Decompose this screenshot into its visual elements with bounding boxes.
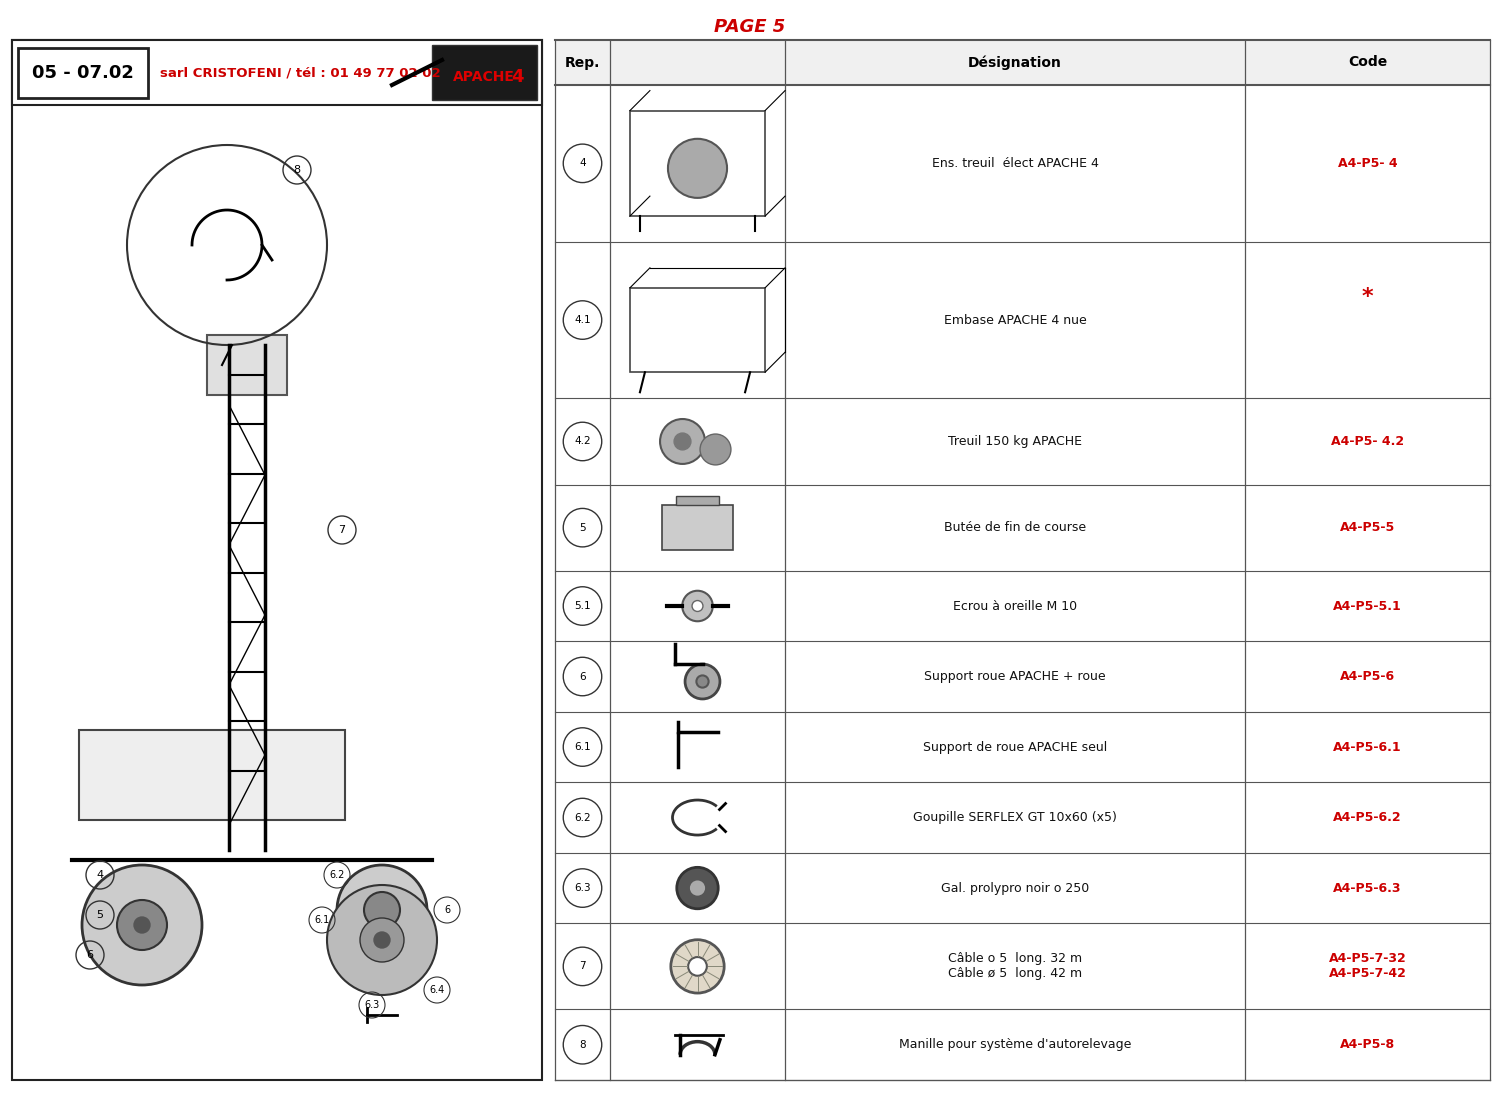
Circle shape [676,867,718,909]
Text: A4-P5-5.1: A4-P5-5.1 [1334,600,1402,613]
Text: sarl CRISTOFENI / tél : 01 49 77 02 02: sarl CRISTOFENI / tél : 01 49 77 02 02 [160,67,441,79]
Bar [80,730,345,820]
Text: 4: 4 [96,870,104,879]
Text: Ecrou à oreille M 10: Ecrou à oreille M 10 [952,600,1077,613]
Text: 6.3: 6.3 [574,883,591,893]
Bar [555,641,1490,712]
Bar [555,571,1490,641]
Circle shape [117,900,166,950]
Circle shape [692,601,703,612]
Bar [555,85,1490,242]
Text: 6: 6 [444,905,450,915]
Circle shape [374,932,390,948]
Circle shape [700,434,730,464]
Bar [555,399,1490,484]
Text: Embase APACHE 4 nue: Embase APACHE 4 nue [944,314,1086,326]
Text: A4-P5-5: A4-P5-5 [1340,522,1395,534]
Text: Désignation: Désignation [968,55,1062,70]
Circle shape [670,940,724,993]
Bar [18,48,148,98]
Text: Rep.: Rep. [566,56,600,69]
Text: 6: 6 [579,672,586,682]
Circle shape [82,865,203,985]
Text: Support roue APACHE + roue: Support roue APACHE + roue [924,670,1106,683]
Text: 6.4: 6.4 [429,985,444,995]
Text: Support de roue APACHE seul: Support de roue APACHE seul [922,740,1107,753]
Bar [555,1009,1490,1080]
Bar [676,495,718,505]
Circle shape [134,917,150,933]
Text: Goupille SERFLEX GT 10x60 (x5): Goupille SERFLEX GT 10x60 (x5) [914,811,1118,824]
Text: 4.1: 4.1 [574,315,591,325]
Bar [555,853,1490,923]
Text: 4: 4 [510,68,524,86]
Bar [630,111,765,216]
Text: PAGE 5: PAGE 5 [714,18,786,36]
Text: 5.1: 5.1 [574,601,591,610]
Bar [207,335,286,395]
Text: 4: 4 [579,158,586,168]
Circle shape [696,675,708,687]
Text: 6.3: 6.3 [364,1000,380,1010]
Bar [630,288,765,372]
Bar [555,484,1490,571]
Text: 05 - 07.02: 05 - 07.02 [32,64,134,82]
Text: 6.2: 6.2 [330,870,345,879]
Circle shape [327,885,436,995]
Circle shape [660,419,705,464]
Text: *: * [1362,287,1374,306]
Circle shape [360,918,404,962]
Text: Treuil 150 kg APACHE: Treuil 150 kg APACHE [948,435,1082,448]
Text: 5: 5 [96,910,104,920]
Text: A4-P5-8: A4-P5-8 [1340,1039,1395,1051]
Bar [662,505,734,550]
Text: A4-P5-7-32
A4-P5-7-42: A4-P5-7-32 A4-P5-7-42 [1329,952,1407,981]
Bar [12,40,542,105]
Text: 5: 5 [579,523,586,533]
Bar [432,45,537,100]
Text: Ens. treuil  élect APACHE 4: Ens. treuil élect APACHE 4 [932,157,1098,170]
Text: APACHE: APACHE [453,70,514,85]
Text: Manille pour système d'autorelevage: Manille pour système d'autorelevage [898,1039,1131,1051]
Bar [555,242,1490,399]
Text: A4-P5-6: A4-P5-6 [1340,670,1395,683]
Text: Gal. prolypro noir o 250: Gal. prolypro noir o 250 [940,882,1089,895]
Text: 7: 7 [579,962,586,972]
Bar [555,712,1490,782]
Circle shape [668,138,728,198]
Bar [555,782,1490,853]
Circle shape [686,664,720,699]
Text: A4-P5-6.3: A4-P5-6.3 [1334,882,1401,895]
Circle shape [682,591,712,621]
Circle shape [364,892,400,928]
Text: 7: 7 [339,525,345,535]
Bar [12,40,542,1080]
Circle shape [674,433,692,450]
Circle shape [338,865,427,955]
Text: Câble o 5  long. 32 m
Câble ø 5  long. 42 m: Câble o 5 long. 32 m Câble ø 5 long. 42 … [948,952,1082,981]
Bar [555,923,1490,1009]
Bar [555,40,1490,85]
Text: 4.2: 4.2 [574,437,591,447]
Text: A4-P5-6.1: A4-P5-6.1 [1334,740,1402,753]
Text: 6.1: 6.1 [574,742,591,752]
Text: Butée de fin de course: Butée de fin de course [944,522,1086,534]
Text: 8: 8 [294,165,300,175]
Text: A4-P5-6.2: A4-P5-6.2 [1334,811,1402,824]
Text: 8: 8 [579,1040,586,1050]
Text: 6.1: 6.1 [315,915,330,925]
Text: A4-P5- 4: A4-P5- 4 [1338,157,1398,170]
Text: Code: Code [1348,56,1388,69]
Text: 6: 6 [87,950,93,960]
Text: A4-P5- 4.2: A4-P5- 4.2 [1330,435,1404,448]
Text: 6.2: 6.2 [574,813,591,822]
Circle shape [688,957,706,976]
Circle shape [692,882,703,895]
